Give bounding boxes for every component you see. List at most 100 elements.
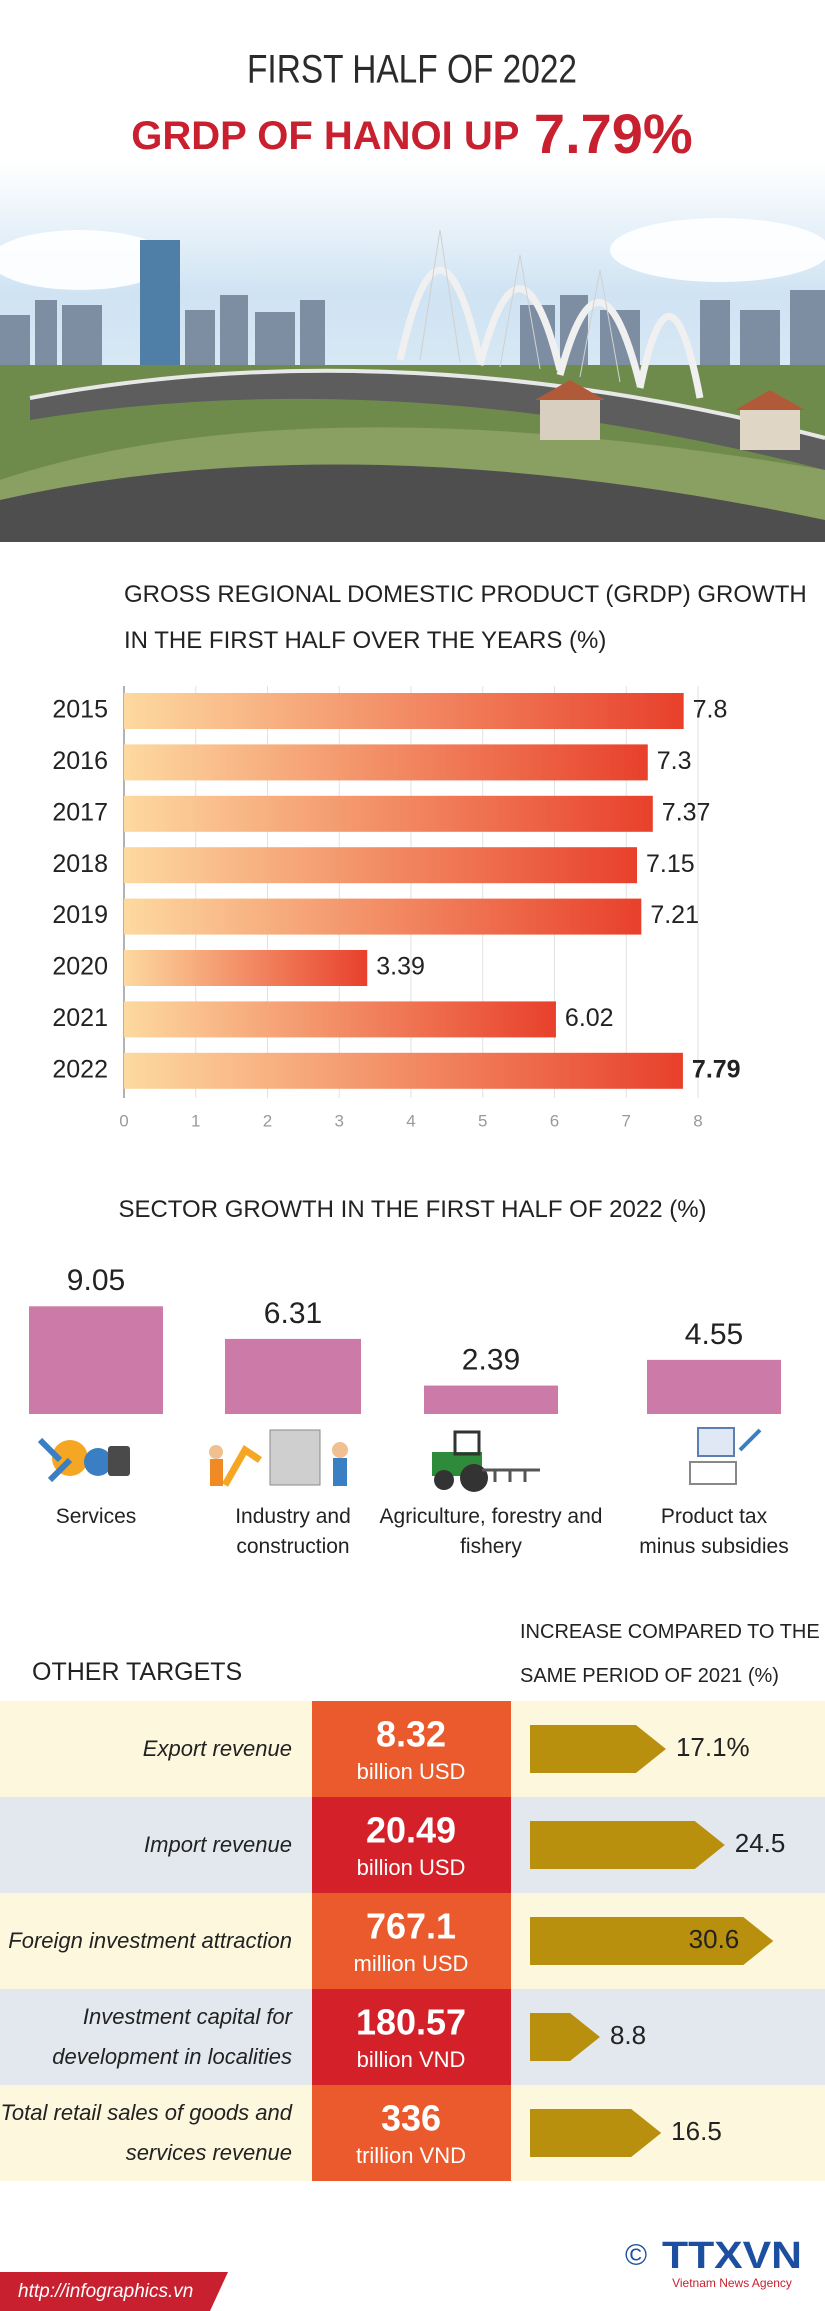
icon-part xyxy=(434,1470,454,1490)
value-box xyxy=(312,1701,511,1797)
value-label: 4.55 xyxy=(685,1318,743,1351)
unit: trillion VND xyxy=(356,2143,466,2168)
bar xyxy=(225,1338,361,1414)
city-photo xyxy=(0,162,825,542)
value-label: 7.15 xyxy=(646,850,695,878)
value-box xyxy=(312,1893,511,1989)
y-tick-label: 2017 xyxy=(52,798,108,826)
x-tick-label: 3 xyxy=(335,1111,344,1130)
title: FIRST HALF OF 2022 xyxy=(247,48,577,92)
bar xyxy=(647,1359,781,1414)
unit: billion USD xyxy=(357,1759,466,1784)
chart-title: SECTOR GROWTH IN THE FIRST HALF OF 2022 … xyxy=(118,1196,707,1223)
sector-icon xyxy=(209,1429,348,1487)
bar xyxy=(124,1052,683,1089)
value: 336 xyxy=(381,2098,441,2139)
value-box xyxy=(312,1797,511,1893)
row-label: Foreign investment attraction xyxy=(8,1928,292,1953)
y-tick-label: 2015 xyxy=(52,696,108,724)
icon-part xyxy=(482,1468,540,1482)
icon-part xyxy=(738,1428,762,1452)
x-tick-label: 2 xyxy=(263,1111,272,1130)
bar xyxy=(124,744,648,781)
icon-part xyxy=(453,1430,481,1456)
headline-value: 7.79% xyxy=(534,102,693,165)
value-label: 7.3 xyxy=(657,747,692,775)
row-label: Total retail sales of goods and services… xyxy=(0,2100,293,2165)
agency: Vietnam News Agency xyxy=(672,2276,792,2290)
value-label: 2.39 xyxy=(462,1343,520,1376)
value-label: 7.8 xyxy=(693,696,728,724)
x-tick-label: 0 xyxy=(119,1111,128,1130)
unit: million USD xyxy=(354,1951,469,1976)
increase-label: 8.8 xyxy=(610,2020,646,2050)
icon-part xyxy=(37,1437,73,1483)
value-box xyxy=(312,1989,511,2085)
x-tick-label: 6 xyxy=(550,1111,559,1130)
row-label: Import revenue xyxy=(144,1832,292,1857)
y-tick-label: 2019 xyxy=(52,901,108,929)
bar xyxy=(124,950,368,986)
increase-label: 16.5 xyxy=(671,2116,722,2146)
value: 20.49 xyxy=(366,1810,456,1851)
unit: billion USD xyxy=(357,1855,466,1880)
y-tick-label: 2021 xyxy=(52,1004,108,1032)
value-label: 7.37 xyxy=(662,798,711,826)
bar xyxy=(124,898,642,935)
icon-part xyxy=(84,1448,112,1476)
icon-part xyxy=(332,1442,348,1458)
icon-part xyxy=(689,1461,737,1485)
x-tick-label: 4 xyxy=(406,1111,415,1130)
value: 8.32 xyxy=(376,1714,446,1755)
increase-label: 17.1% xyxy=(676,1732,750,1762)
icon-part xyxy=(697,1427,735,1457)
bar xyxy=(424,1385,558,1414)
x-tick-label: 1 xyxy=(191,1111,200,1130)
value-box xyxy=(312,2085,511,2181)
increase-arrow xyxy=(530,1725,666,1773)
increase-arrow xyxy=(530,2109,662,2157)
value-label: 7.79 xyxy=(692,1055,741,1083)
category-label: Product tax minus subsidies xyxy=(639,1505,789,1558)
increase-arrow xyxy=(530,1917,774,1965)
icon-part xyxy=(221,1445,262,1487)
value-label: 3.39 xyxy=(376,953,425,981)
footer-band xyxy=(0,2272,228,2311)
icon-part xyxy=(269,1429,321,1486)
value-label: 6.31 xyxy=(264,1297,322,1330)
value-label: 7.21 xyxy=(650,901,699,929)
footer-url: http://infographics.vn xyxy=(18,2281,193,2302)
increase-label: 24.5 xyxy=(735,1828,786,1858)
value-label: 9.05 xyxy=(67,1264,125,1297)
icon-part xyxy=(108,1446,130,1476)
copyright: © xyxy=(625,2239,647,2272)
headline-text: GRDP OF HANOI UP xyxy=(131,114,519,158)
x-tick-label: 5 xyxy=(478,1111,487,1130)
icon-part xyxy=(333,1458,347,1486)
increase-header: INCREASE COMPARED TO THE SAME PERIOD OF … xyxy=(520,1621,820,1687)
category-label: Industry and construction xyxy=(235,1505,351,1558)
category-label: Services xyxy=(55,1505,137,1528)
chart-title: GROSS REGIONAL DOMESTIC PRODUCT (GRDP) G… xyxy=(124,581,807,654)
category-label: Agriculture, forestry and fishery xyxy=(379,1505,603,1558)
value: 180.57 xyxy=(356,2002,466,2043)
headline: GRDP OF HANOI UP 7.79% xyxy=(131,102,692,165)
sector-icon xyxy=(37,1437,130,1483)
y-tick-label: 2018 xyxy=(52,850,108,878)
bar xyxy=(29,1306,163,1414)
bar xyxy=(124,693,684,729)
y-tick-label: 2022 xyxy=(52,1055,108,1083)
x-tick-label: 7 xyxy=(622,1111,631,1130)
increase-arrow xyxy=(530,2013,600,2061)
value-label: 6.02 xyxy=(565,1004,614,1032)
sector-icon xyxy=(689,1427,762,1485)
y-tick-label: 2016 xyxy=(52,747,108,775)
sector-icon xyxy=(432,1430,540,1492)
icon-part xyxy=(460,1464,488,1492)
value: 767.1 xyxy=(366,1906,456,1947)
bar xyxy=(124,795,653,832)
logo: TTXVN xyxy=(662,2235,802,2277)
row-label: Export revenue xyxy=(142,1736,292,1761)
